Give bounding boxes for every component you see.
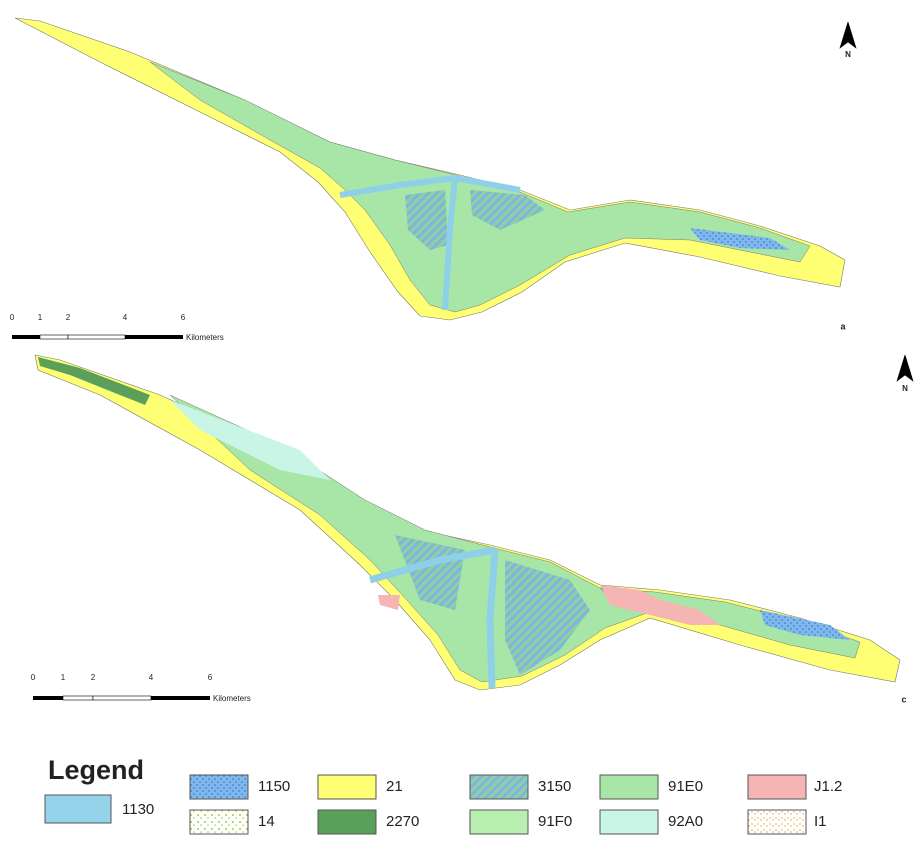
north-arrow	[897, 355, 913, 381]
scale-tick: 4	[123, 313, 128, 322]
map-a: N a 0 1 2 4 6 Kilometers	[10, 18, 856, 342]
scale-tick: 2	[91, 673, 96, 682]
legend-swatch	[318, 810, 376, 834]
legend-swatch	[600, 775, 658, 799]
page: N a 0 1 2 4 6 Kilometers N c 0 1 2 4 6 K…	[0, 0, 918, 868]
panel-label: c	[901, 694, 906, 704]
legend-label: 21	[386, 778, 403, 795]
legend-swatch	[45, 795, 111, 823]
legend-label: 3150	[538, 778, 571, 795]
legend-swatch	[470, 775, 528, 799]
scale-unit: Kilometers	[186, 333, 224, 342]
legend-swatch	[190, 775, 248, 799]
map-c: N c 0 1 2 4 6 Kilometers	[31, 355, 913, 704]
legend-label: J1.2	[814, 778, 842, 795]
scale-bar	[68, 335, 125, 339]
scale-bar	[40, 335, 68, 339]
legend-label: 14	[258, 813, 275, 830]
legend-swatch	[748, 775, 806, 799]
scale-bar	[93, 696, 151, 700]
legend-label: 1150	[258, 778, 290, 795]
legend-swatch	[470, 810, 528, 834]
legend-label: I1	[814, 813, 827, 830]
legend: Legend 1130 1150 14 21 2270 3150 91F0 91…	[45, 755, 842, 834]
legend-swatch	[600, 810, 658, 834]
scale-tick: 1	[61, 673, 66, 682]
legend-label: 1130	[122, 801, 154, 818]
scale-tick: 0	[10, 313, 15, 322]
scale-bar	[63, 696, 93, 700]
scale-bar	[33, 696, 63, 700]
legend-label: 91F0	[538, 813, 572, 830]
legend-label: 92A0	[668, 813, 703, 830]
panel-label: a	[840, 321, 846, 331]
scale-tick: 6	[208, 673, 213, 682]
north-label: N	[845, 50, 851, 59]
legend-label: 2270	[386, 813, 419, 830]
scale-tick: 6	[181, 313, 186, 322]
scale-bar	[151, 696, 210, 700]
north-arrow	[840, 22, 856, 48]
forest-91e0	[150, 62, 810, 312]
legend-swatch	[318, 775, 376, 799]
scale-tick: 0	[31, 673, 36, 682]
scale-tick: 4	[149, 673, 154, 682]
scale-tick: 1	[38, 313, 43, 322]
scale-unit: Kilometers	[213, 694, 251, 703]
scale-tick: 2	[66, 313, 71, 322]
legend-label: 91E0	[668, 778, 703, 795]
north-label: N	[902, 384, 908, 393]
scale-bar	[125, 335, 183, 339]
scale-bar	[12, 335, 40, 339]
legend-swatch	[190, 810, 248, 834]
legend-title: Legend	[48, 755, 144, 785]
legend-swatch	[748, 810, 806, 834]
